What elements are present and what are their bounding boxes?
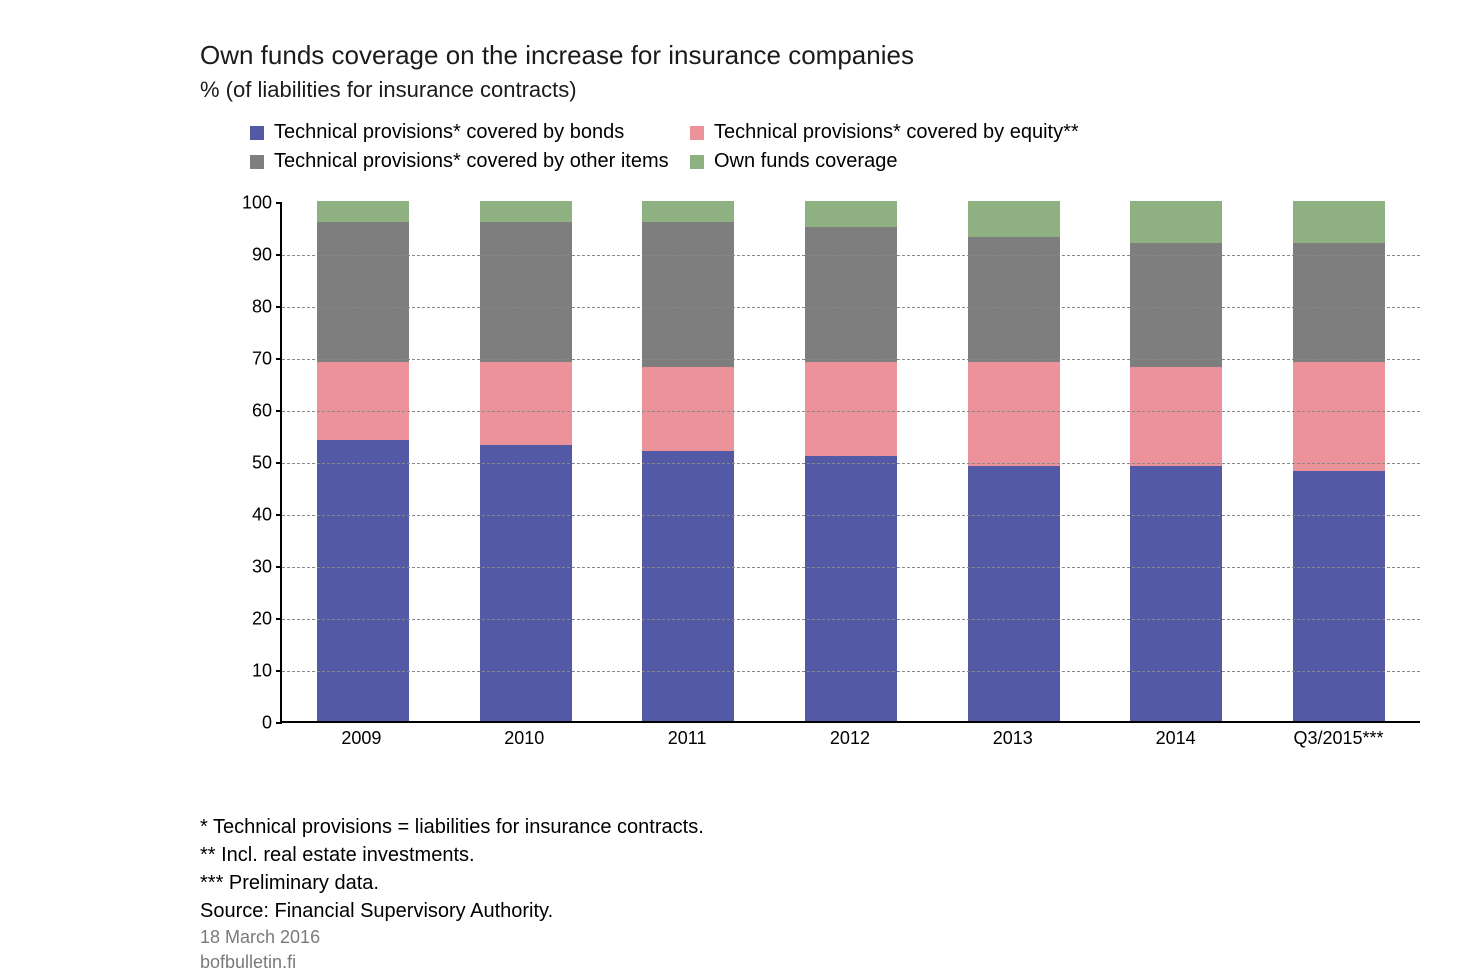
bar [1130, 201, 1222, 721]
legend-item-ownfunds: Own funds coverage [690, 150, 1130, 173]
bar-segment-own_funds [1130, 201, 1222, 243]
legend-item-equity: Technical provisions* covered by equity*… [690, 121, 1130, 144]
bar [480, 201, 572, 721]
legend: Technical provisions* covered by bonds T… [250, 121, 1394, 173]
bar-segment-tech_other [968, 237, 1060, 362]
x-tick-label: Q3/2015*** [1292, 728, 1384, 749]
bar-segment-tech_other [1130, 243, 1222, 368]
grid-line [282, 619, 1420, 620]
x-tick-label: 2010 [478, 728, 570, 749]
chart-title: Own funds coverage on the increase for i… [200, 40, 1394, 71]
y-tick-mark [276, 254, 282, 256]
grid-line [282, 255, 1420, 256]
legend-swatch-equity [690, 126, 704, 140]
bar [805, 201, 897, 721]
bar [1293, 201, 1385, 721]
bar-segment-tech_bonds [968, 466, 1060, 721]
y-tick-mark [276, 566, 282, 568]
bar-segment-own_funds [480, 201, 572, 222]
chart-subtitle: % (of liabilities for insurance contract… [200, 77, 1394, 103]
y-tick-mark [276, 618, 282, 620]
grid-line [282, 567, 1420, 568]
bar-segment-tech_bonds [1130, 466, 1222, 721]
grid-line [282, 307, 1420, 308]
footnote-2: ** Incl. real estate investments. [200, 841, 1394, 869]
chart-plot: 0102030405060708090100 [280, 203, 1420, 723]
bar-segment-tech_other [317, 222, 409, 362]
x-tick-label: 2013 [967, 728, 1059, 749]
y-tick-mark [276, 514, 282, 516]
bar-segment-own_funds [642, 201, 734, 222]
bar-segment-own_funds [968, 201, 1060, 237]
grid-line [282, 671, 1420, 672]
bar-segment-own_funds [317, 201, 409, 222]
bar [642, 201, 734, 721]
bar [968, 201, 1060, 721]
chart-container: Own funds coverage on the increase for i… [0, 0, 1474, 962]
bar-segment-tech_other [805, 227, 897, 362]
legend-label-equity: Technical provisions* covered by equity*… [714, 121, 1079, 144]
legend-swatch-other [250, 155, 264, 169]
bar-segment-tech_other [480, 222, 572, 362]
y-tick-mark [276, 410, 282, 412]
bar-segment-tech_other [642, 222, 734, 368]
y-tick-mark [276, 462, 282, 464]
bar-segment-tech_bonds [805, 456, 897, 721]
y-tick-mark [276, 306, 282, 308]
legend-swatch-bonds [250, 126, 264, 140]
legend-label-bonds: Technical provisions* covered by bonds [274, 121, 624, 144]
chart-footer: * Technical provisions = liabilities for… [200, 813, 1394, 975]
site-label: bofbulletin.fi [200, 950, 1394, 975]
legend-label-ownfunds: Own funds coverage [714, 150, 897, 173]
x-tick-label: 2009 [315, 728, 407, 749]
y-tick-mark [276, 722, 282, 724]
y-tick-mark [276, 358, 282, 360]
grid-line [282, 411, 1420, 412]
bar-segment-tech_bonds [642, 451, 734, 721]
bar-segment-own_funds [805, 201, 897, 227]
grid-line [282, 515, 1420, 516]
bars-group [282, 203, 1420, 721]
bar-segment-tech_equity [642, 367, 734, 450]
grid-line [282, 463, 1420, 464]
bar-segment-tech_equity [805, 362, 897, 456]
footnote-3: *** Preliminary data. [200, 869, 1394, 897]
bar-segment-tech_equity [480, 362, 572, 445]
bar-segment-tech_equity [1293, 362, 1385, 471]
footnote-1: * Technical provisions = liabilities for… [200, 813, 1394, 841]
x-tick-label: 2014 [1130, 728, 1222, 749]
legend-swatch-ownfunds [690, 155, 704, 169]
y-tick-mark [276, 202, 282, 204]
date-label: 18 March 2016 [200, 925, 1394, 950]
legend-item-other: Technical provisions* covered by other i… [250, 150, 690, 173]
bar-segment-tech_equity [1130, 367, 1222, 466]
bar-segment-tech_bonds [317, 440, 409, 721]
legend-item-bonds: Technical provisions* covered by bonds [250, 121, 690, 144]
source-label: Source: Financial Supervisory Authority. [200, 897, 1394, 925]
y-tick-mark [276, 670, 282, 672]
chart-plot-wrap: 0102030405060708090100 20092010201120122… [200, 203, 1420, 763]
bar-segment-tech_equity [317, 362, 409, 440]
legend-label-other: Technical provisions* covered by other i… [274, 150, 669, 173]
bar-segment-tech_other [1293, 243, 1385, 363]
bar-segment-tech_bonds [1293, 471, 1385, 721]
x-axis-labels: 2009 2010 2011 2012 2013 2014 Q3/2015*** [280, 728, 1420, 749]
bar [317, 201, 409, 721]
grid-line [282, 359, 1420, 360]
x-tick-label: 2011 [641, 728, 733, 749]
bar-segment-tech_bonds [480, 445, 572, 721]
bar-segment-own_funds [1293, 201, 1385, 243]
x-tick-label: 2012 [804, 728, 896, 749]
bar-segment-tech_equity [968, 362, 1060, 466]
